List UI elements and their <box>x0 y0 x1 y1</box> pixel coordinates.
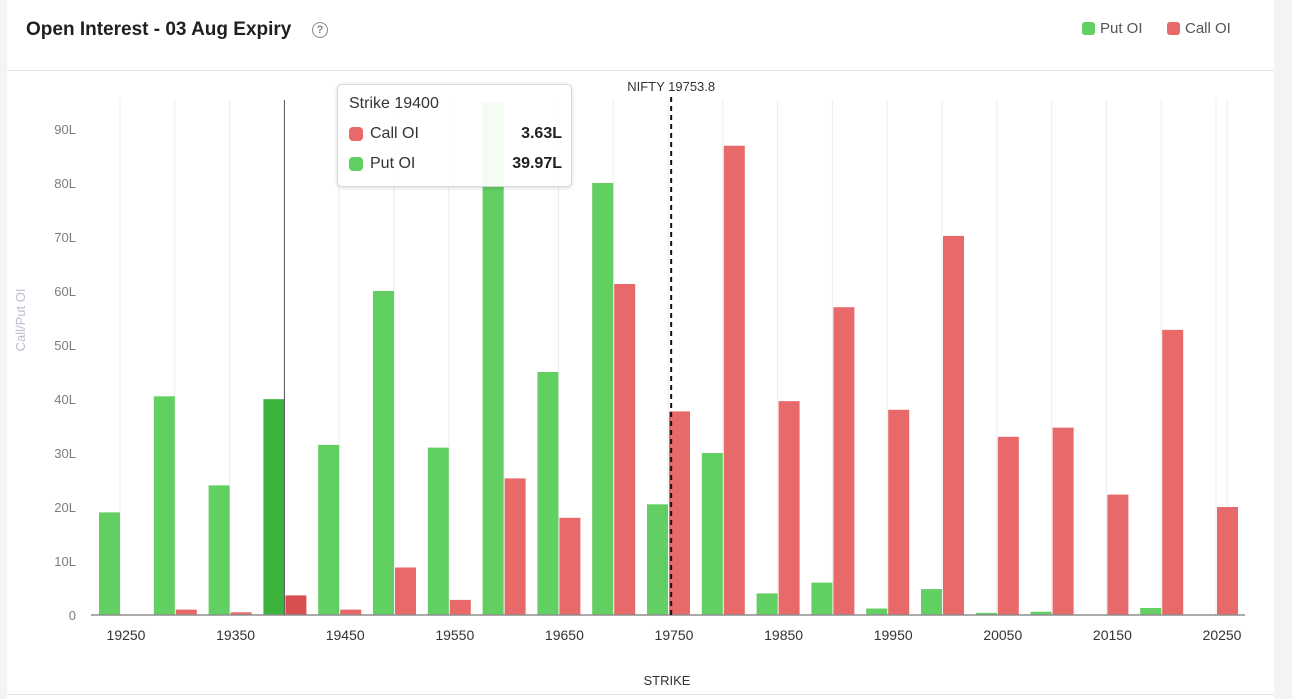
legend-swatch-call <box>1167 22 1180 35</box>
bar-put-oi <box>318 444 340 615</box>
help-icon[interactable]: ? <box>312 22 328 38</box>
bar-put-oi <box>153 396 175 615</box>
chart-title: Open Interest - 03 Aug Expiry <box>26 19 292 40</box>
bar-call-oi <box>1052 427 1074 615</box>
legend-swatch-put <box>1082 22 1095 35</box>
x-tick-label: 20150 <box>1093 627 1132 643</box>
bar-call-oi <box>395 567 416 615</box>
tooltip-put-label: Put OI <box>370 155 416 172</box>
bar-call-oi <box>1162 329 1184 615</box>
bar-call-oi <box>449 599 471 615</box>
y-tick-label: 10L <box>54 554 76 569</box>
bar-call-oi <box>997 436 1019 615</box>
oi-bar-chart: 0 10L 20L 30L 40L 50L 60L 70L 80L 90L Call/Put OI 1… <box>13 79 1245 688</box>
y-tick-label: 50L <box>54 338 76 353</box>
spot-price-label: NIFTY 19753.8 <box>627 79 715 94</box>
bar-call-oi <box>230 612 252 615</box>
open-interest-card: Open Interest - 03 Aug Expiry ? Put OI C… <box>7 0 1274 699</box>
bar-put-oi <box>975 612 997 615</box>
bar-put-oi <box>592 183 614 615</box>
y-axis-title: Call/Put OI <box>13 289 28 352</box>
x-tick-label: 19650 <box>545 627 584 643</box>
bar-call-oi <box>723 145 745 616</box>
bar-call-oi <box>285 595 307 615</box>
bar-put-oi <box>99 512 120 615</box>
y-tick-label: 0 <box>69 608 76 623</box>
legend-label-put: Put OI <box>1100 20 1143 37</box>
bar-put-oi <box>921 589 942 615</box>
bar-put-oi <box>1030 611 1052 615</box>
card-bottom-border <box>7 694 1274 695</box>
bar-put-oi <box>647 504 668 615</box>
bar-call-oi <box>504 478 526 615</box>
bar-call-oi <box>340 609 362 615</box>
bar-call-oi <box>175 609 197 615</box>
bar-call-oi <box>1217 507 1238 615</box>
bar-put-oi <box>208 485 230 615</box>
bar-call-oi <box>669 411 690 615</box>
bar-put-oi <box>756 593 778 615</box>
bar-put-oi <box>537 372 559 615</box>
x-tick-label: 19850 <box>764 627 803 643</box>
tooltip-put-swatch <box>349 157 363 171</box>
card-header: Open Interest - 03 Aug Expiry ? Put OI C… <box>7 0 1274 71</box>
tooltip-row-put: Put OI 39.97L <box>349 155 562 173</box>
bar-put-oi <box>701 453 723 615</box>
x-tick-label: 19250 <box>107 627 146 643</box>
bar-call-oi <box>888 409 910 615</box>
x-tick-label: 19350 <box>216 627 255 643</box>
bar-call-oi <box>943 235 964 616</box>
tooltip-call-label: Call OI <box>370 125 419 142</box>
x-tick-label: 19750 <box>655 627 694 643</box>
legend-label-call: Call OI <box>1185 20 1231 37</box>
tooltip-call-swatch <box>349 127 363 141</box>
bar-call-oi <box>1107 494 1129 615</box>
bar-call-oi <box>559 517 581 615</box>
x-axis-title: STRIKE <box>644 673 691 688</box>
bar-call-oi <box>778 401 800 615</box>
y-tick-label: 40L <box>54 392 76 407</box>
x-tick-label: 19550 <box>435 627 474 643</box>
bar-put-oi <box>811 582 833 615</box>
tooltip-call-value: 3.63L <box>521 125 562 142</box>
bar-call-oi <box>614 283 636 615</box>
y-tick-label: 80L <box>54 176 76 191</box>
bar-put-oi <box>866 608 888 615</box>
y-tick-label: 90L <box>54 122 76 137</box>
tooltip-put-value: 39.97L <box>512 155 562 172</box>
legend-item-call-oi[interactable]: Call OI <box>1167 20 1231 37</box>
bar-put-oi <box>373 291 394 615</box>
tooltip-row-call: Call OI 3.63L <box>349 125 562 143</box>
bar-put-oi <box>482 102 504 615</box>
y-tick-label: 60L <box>54 284 76 299</box>
chart-tooltip: Strike 19400 Call OI 3.63L Put OI 39.97L <box>337 84 572 187</box>
x-tick-label: 19950 <box>874 627 913 643</box>
bar-put-oi <box>1140 607 1162 615</box>
bar-put-oi <box>263 399 285 615</box>
y-tick-label: 30L <box>54 446 76 461</box>
x-tick-label: 19450 <box>326 627 365 643</box>
y-tick-label: 70L <box>54 230 76 245</box>
x-tick-label: 20050 <box>983 627 1022 643</box>
tooltip-title: Strike 19400 <box>349 95 439 112</box>
bar-put-oi <box>427 447 449 615</box>
bar-call-oi <box>833 307 855 615</box>
legend-item-put-oi[interactable]: Put OI <box>1082 20 1143 37</box>
x-tick-label: 20250 <box>1203 627 1242 643</box>
y-tick-label: 20L <box>54 500 76 515</box>
